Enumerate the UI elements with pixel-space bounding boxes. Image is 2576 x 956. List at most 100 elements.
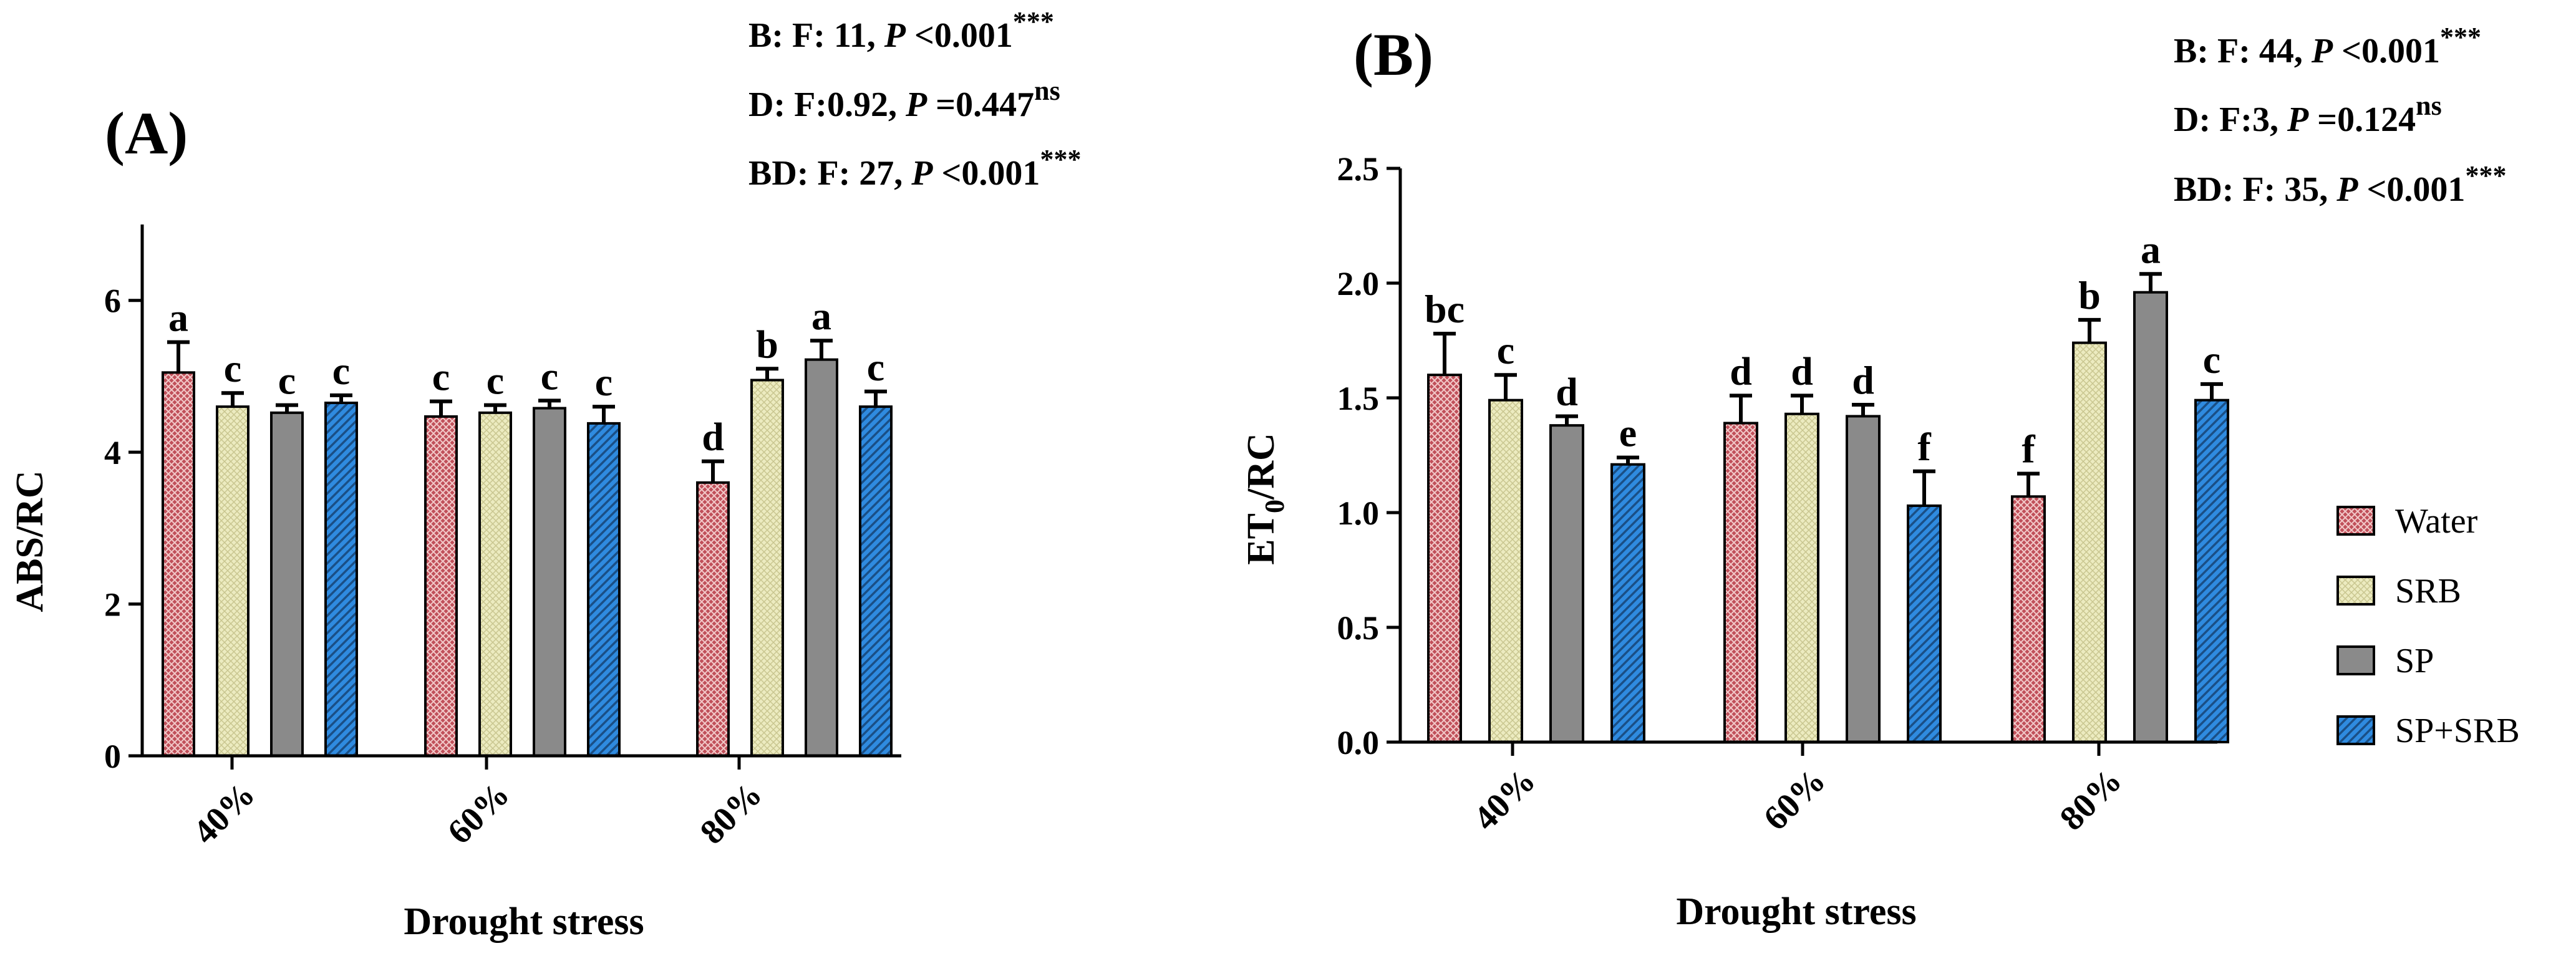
panel-a-bar-sp xyxy=(270,411,304,757)
panel-b-error-bar xyxy=(1617,455,1639,465)
panel-b-error-bar xyxy=(1852,403,1874,417)
panel-a-x-tick-label: 40% xyxy=(186,775,263,852)
panel-b-significance-letter: d xyxy=(1791,349,1813,393)
panel-a-bar-water xyxy=(424,415,458,757)
panel-b-x-tick-label: 60% xyxy=(1756,761,1833,838)
panel-b-error-bar xyxy=(2201,382,2223,400)
panel-a-error-bar xyxy=(864,389,887,407)
panel-a-bar-srb xyxy=(750,379,784,757)
panel-b-error-bar xyxy=(2078,317,2101,343)
panel-b-significance-letter: d xyxy=(1730,349,1752,393)
panel-a-significance-letter: c xyxy=(487,359,504,403)
legend-swatch-srb xyxy=(2336,576,2375,606)
panel-a-bar-sp-srb xyxy=(587,422,621,757)
panel-a-stats: B: F: 11, P <0.001*** D: F:0.92, P =0.44… xyxy=(748,6,1081,193)
panel-a-stat-d: D: F:0.92, P =0.447ns xyxy=(748,75,1060,124)
panel-b-bar-sp xyxy=(2133,291,2168,744)
panel-a-stat-b: B: F: 11, P <0.001*** xyxy=(748,6,1054,55)
panel-b-y-tick-label: 0.0 xyxy=(1337,724,1380,761)
panel-a-y-axis-title: ABS/RC xyxy=(9,470,51,612)
legend: Water SRB SP SP+SRB xyxy=(2336,502,2520,750)
panel-a-y-tick-label: 0 xyxy=(104,738,121,775)
panel-a-significance-letter: c xyxy=(278,359,296,403)
panel-b-bar-sp-srb xyxy=(1907,504,1942,744)
panel-b-bar-water xyxy=(1723,422,1758,743)
panel-b-significance-letter: d xyxy=(1852,358,1874,402)
panel-a-significance-letter: c xyxy=(595,360,613,404)
panel-a-significance-letter: c xyxy=(867,345,884,389)
panel-a-error-bar xyxy=(167,340,190,373)
panel-a-significance-letter: a xyxy=(811,294,831,338)
legend-swatch-sp-srb xyxy=(2336,715,2375,745)
panel-b-stats: B: F: 44, P <0.001*** D: F:3, P =0.124ns… xyxy=(2174,22,2506,209)
panel-a-error-bar xyxy=(756,367,778,380)
panel-b-significance-letter: bc xyxy=(1425,287,1465,331)
panel-b-y-tick-label: 1.0 xyxy=(1337,495,1380,532)
panel-b-y-tick-label: 0.5 xyxy=(1337,609,1380,647)
panel-b-error-bar xyxy=(1791,394,1813,414)
panel-a-bar-sp-srb xyxy=(324,402,358,757)
panel-a-significance-letter: c xyxy=(541,354,558,398)
panel-a-error-bar xyxy=(430,399,452,417)
panel-a-x-tick-label: 60% xyxy=(440,775,517,852)
legend-label: SRB xyxy=(2395,572,2461,611)
panel-b-stat-d: D: F:3, P =0.124ns xyxy=(2174,90,2442,139)
panel-a: (A) B: F: 11, P <0.001*** D: F:0.92, P =… xyxy=(9,6,1081,943)
panel-b-significance-letter: a xyxy=(2141,227,2161,271)
panel-b-bar-water xyxy=(1427,374,1462,743)
panel-b-error-bar xyxy=(1913,469,1935,506)
legend-swatch-sp xyxy=(2336,645,2375,675)
panel-a-error-bar xyxy=(810,339,833,360)
panel-a-significance-letter: c xyxy=(224,346,241,390)
panel-b-bar-srb xyxy=(2072,341,2107,743)
panel-a-error-bar xyxy=(702,459,724,483)
panel-a-x-tick-label: 80% xyxy=(693,775,770,852)
panel-a-error-bar xyxy=(484,403,506,413)
panel-b-x-axis-title: Drought stress xyxy=(1676,891,1916,933)
panel-b-y-tick-label: 2.5 xyxy=(1337,150,1380,188)
panel-b-y-tick-label: 1.5 xyxy=(1337,380,1380,417)
panel-b-error-bar xyxy=(2017,471,2040,497)
panel-b-error-bar xyxy=(1730,394,1752,423)
panel-b-bar-sp-srb xyxy=(1610,463,1645,743)
panel-b-error-bar xyxy=(2139,272,2162,292)
panel-a-error-bar xyxy=(538,398,561,408)
panel-b: (B) B: F: 44, P <0.001*** D: F:3, P =0.1… xyxy=(1240,21,2506,933)
panel-b-significance-letter: f xyxy=(2022,427,2035,471)
panel-a-error-bar xyxy=(593,405,615,423)
panel-b-significance-letter: f xyxy=(1917,425,1931,469)
panel-a-x-axis-title: Drought stress xyxy=(404,900,644,943)
panel-a-stat-bd: BD: F: 27, P <0.001*** xyxy=(748,144,1081,193)
panel-a-y-tick-label: 6 xyxy=(104,282,121,320)
panel-b-x-tick-label: 80% xyxy=(2053,761,2129,838)
panel-b-bar-sp-srb xyxy=(2194,398,2229,743)
panel-a-bar-water xyxy=(696,481,730,757)
panel-a-significance-letter: b xyxy=(756,322,778,366)
panel-b-stat-b: B: F: 44, P <0.001*** xyxy=(2174,22,2481,70)
panel-a-y-tick-label: 4 xyxy=(104,434,121,471)
panel-b-x-tick-label: 40% xyxy=(1466,761,1543,838)
panel-b-y-tick-label: 2.0 xyxy=(1337,265,1380,302)
panel-b-significance-letter: d xyxy=(1556,369,1578,413)
panel-b-significance-letter: e xyxy=(1619,411,1637,455)
panel-a-bar-srb xyxy=(478,411,512,757)
panel-b-bar-water xyxy=(2011,495,2046,743)
panel-b-label: (B) xyxy=(1353,21,1433,88)
panel-a-y-tick-label: 2 xyxy=(104,586,121,624)
legend-label: Water xyxy=(2395,502,2478,541)
panel-a-significance-letter: c xyxy=(432,355,450,399)
panel-b-error-bar xyxy=(1494,373,1517,400)
panel-b-stat-bd: BD: F: 35, P <0.001*** xyxy=(2174,160,2506,209)
panel-b-y-axis-title: ET0/RC xyxy=(1240,433,1290,565)
panel-a-label: (A) xyxy=(105,100,188,167)
panel-b-bar-srb xyxy=(1784,412,1819,743)
panel-b-bar-srb xyxy=(1488,398,1523,743)
panel-a-error-bar xyxy=(221,391,244,407)
legend-label: SP xyxy=(2395,642,2434,680)
legend-label: SP+SRB xyxy=(2395,712,2520,750)
panel-a-bar-srb xyxy=(216,405,249,757)
panel-a-significance-letter: d xyxy=(702,415,724,459)
